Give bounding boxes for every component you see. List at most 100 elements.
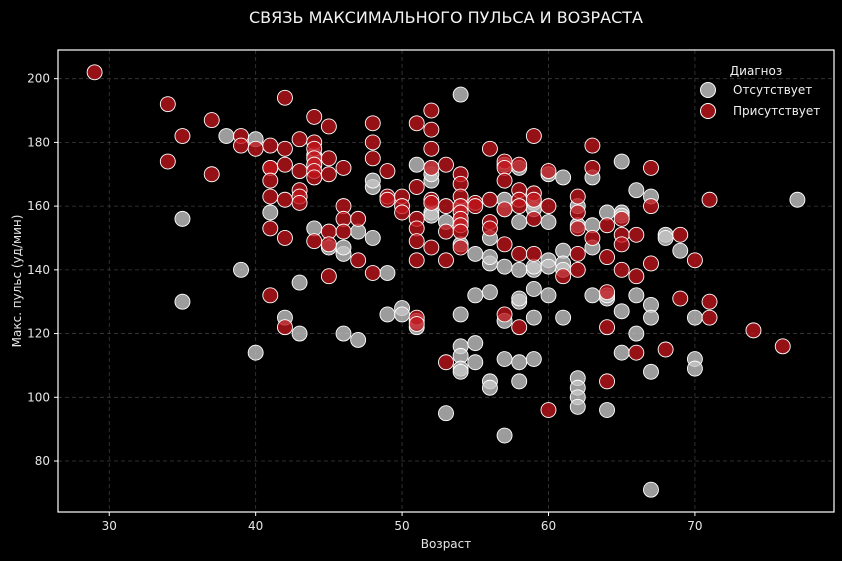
point-absent: [555, 309, 572, 326]
point-present: [599, 249, 616, 266]
point-present: [599, 217, 616, 234]
point-present: [438, 156, 454, 173]
point-present: [701, 293, 718, 310]
chart-title: СВЯЗЬ МАКСИМАЛЬНОГО ПУЛЬСА И ВОЗРАСТА: [249, 8, 643, 27]
point-absent: [628, 325, 645, 342]
point-present: [511, 245, 528, 262]
point-present: [262, 220, 279, 237]
point-present: [408, 233, 425, 250]
point-present: [525, 191, 542, 208]
point-present: [379, 163, 396, 180]
point-absent: [496, 351, 513, 368]
point-absent: [467, 335, 484, 352]
legend-title: Диагноз: [730, 64, 782, 78]
point-absent: [613, 344, 630, 361]
point-present: [438, 198, 454, 215]
point-present: [569, 204, 586, 221]
point-present: [438, 223, 454, 240]
point-present: [438, 354, 454, 371]
point-present: [247, 140, 264, 157]
point-absent: [452, 306, 469, 323]
point-present: [569, 261, 586, 278]
point-present: [613, 236, 630, 253]
point-present: [628, 268, 645, 285]
point-absent: [291, 274, 308, 291]
axis-ticks: 30 40 50 60 70 80 100 120 140 160 180 200: [27, 72, 702, 533]
point-absent: [525, 281, 542, 297]
point-absent: [789, 191, 806, 208]
point-present: [276, 156, 293, 173]
point-absent: [452, 363, 469, 380]
point-absent: [643, 309, 659, 326]
point-absent: [481, 249, 498, 266]
point-present: [394, 204, 411, 221]
x-axis-label: Возраст: [421, 537, 472, 551]
legend-marker-absent: [700, 82, 716, 98]
point-present: [408, 252, 425, 269]
point-absent: [628, 287, 645, 304]
point-present: [423, 239, 440, 256]
point-absent: [467, 354, 484, 371]
point-present: [540, 198, 557, 215]
point-present: [511, 156, 528, 173]
point-present: [276, 140, 293, 157]
point-absent: [452, 86, 469, 103]
point-absent: [540, 287, 557, 304]
point-absent: [467, 287, 484, 304]
point-present: [262, 188, 279, 205]
point-present: [701, 191, 718, 208]
legend: Диагноз Отсутствует Присутствует: [700, 64, 820, 119]
point-present: [496, 172, 513, 189]
point-present: [467, 198, 484, 215]
point-present: [291, 194, 308, 211]
point-present: [569, 245, 586, 262]
point-present: [335, 159, 352, 176]
point-absent: [613, 303, 630, 320]
point-present: [452, 239, 469, 256]
point-present: [643, 198, 659, 215]
point-present: [350, 210, 367, 227]
plot-frame: [57, 49, 835, 513]
point-absent: [247, 344, 264, 361]
point-absent: [643, 363, 659, 380]
y-tick-label: 80: [35, 454, 50, 468]
point-present: [276, 319, 293, 336]
point-present: [496, 306, 513, 323]
point-absent: [364, 172, 381, 189]
point-present: [657, 341, 674, 358]
point-present: [672, 290, 689, 307]
point-absent: [672, 242, 689, 259]
point-present: [320, 166, 337, 183]
point-absent: [174, 293, 191, 310]
point-absent: [540, 214, 557, 231]
point-absent: [657, 230, 674, 246]
point-absent: [555, 169, 572, 186]
point-present: [233, 137, 249, 154]
point-present: [423, 121, 440, 138]
y-tick-label: 160: [27, 199, 50, 213]
point-present: [599, 284, 616, 301]
point-present: [496, 201, 513, 218]
point-absent: [174, 210, 191, 227]
point-present: [643, 255, 659, 272]
y-tick-label: 200: [27, 72, 50, 86]
point-present: [613, 261, 630, 278]
point-present: [291, 131, 308, 148]
point-present: [291, 163, 308, 180]
point-present: [408, 115, 425, 132]
point-absent: [540, 258, 557, 275]
y-tick-label: 180: [27, 135, 50, 149]
point-present: [86, 64, 103, 81]
point-absent: [408, 156, 425, 173]
point-present: [511, 319, 528, 336]
point-absent: [438, 405, 454, 422]
point-present: [276, 89, 293, 106]
point-present: [569, 188, 586, 205]
x-tick-label: 30: [102, 519, 117, 533]
point-present: [481, 191, 498, 208]
point-present: [262, 287, 279, 304]
point-present: [306, 108, 323, 125]
point-present: [320, 150, 337, 167]
